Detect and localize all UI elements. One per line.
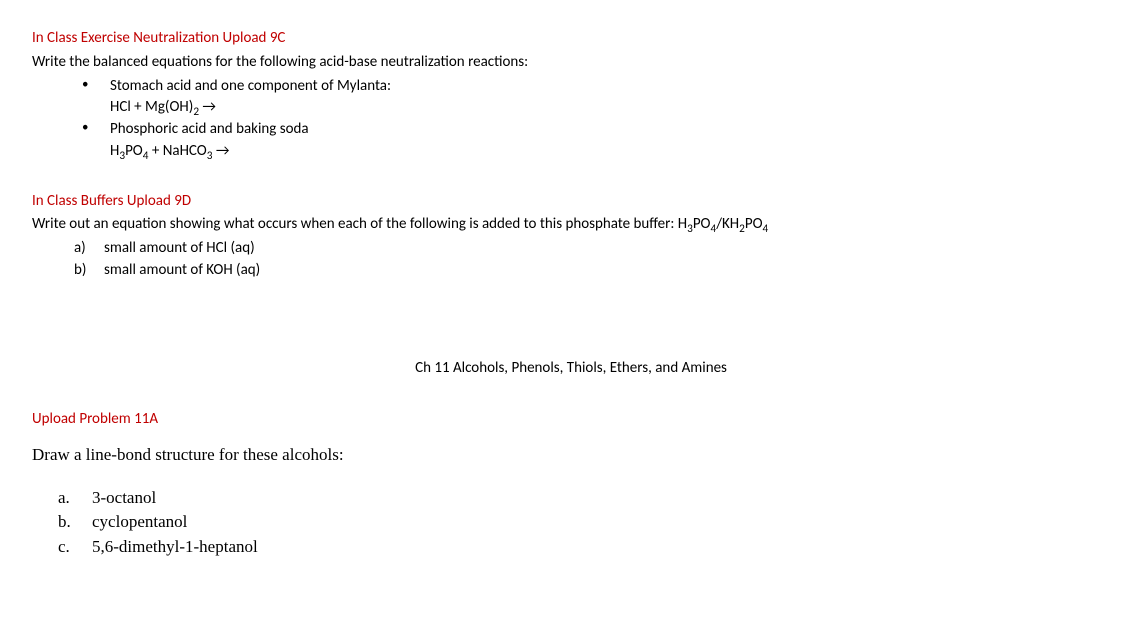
bullet-item: Phosphoric acid and baking soda H3PO4 + … xyxy=(82,119,1110,163)
list-text: small amount of KOH (aq) xyxy=(104,261,260,279)
list-item: a) small amount of HCl (aq) xyxy=(74,238,1110,260)
section-9c-intro: Write the balanced equations for the fol… xyxy=(32,52,1110,74)
list-item: c. 5,6-dimethyl-1-heptanol xyxy=(58,535,1110,560)
section-9d-heading: In Class Buffers Upload 9D xyxy=(32,191,1110,213)
list-item: b. cyclopentanol xyxy=(58,510,1110,535)
section-11a-intro: Draw a line-bond structure for these alc… xyxy=(32,443,1110,468)
list-item: b) small amount of KOH (aq) xyxy=(74,260,1110,282)
bullet-label: Phosphoric acid and baking soda xyxy=(110,120,309,138)
list-marker: b. xyxy=(58,510,71,535)
section-11a-heading: Upload Problem 11A xyxy=(32,409,1110,431)
list-marker: a) xyxy=(74,238,86,260)
list-text: 5,6-dimethyl-1-heptanol xyxy=(92,537,258,556)
list-text: small amount of HCl (aq) xyxy=(104,239,255,257)
bullet-item: Stomach acid and one component of Mylant… xyxy=(82,76,1110,120)
section-11a-list: a. 3-octanol b. cyclopentanol c. 5,6-dim… xyxy=(32,486,1110,560)
chapter-title: Ch 11 Alcohols, Phenols, Thiols, Ethers,… xyxy=(32,358,1110,380)
bullet-equation: HCl + Mg(OH)2 → xyxy=(110,97,1110,119)
section-9d-list: a) small amount of HCl (aq) b) small amo… xyxy=(32,238,1110,282)
list-marker: b) xyxy=(74,260,86,282)
section-9d-intro: Write out an equation showing what occur… xyxy=(32,214,1110,236)
bullet-equation: H3PO4 + NaHCO3 → xyxy=(110,141,1110,163)
section-9c-heading: In Class Exercise Neutralization Upload … xyxy=(32,28,1110,50)
list-text: cyclopentanol xyxy=(92,512,187,531)
list-marker: c. xyxy=(58,535,70,560)
list-text: 3-octanol xyxy=(92,488,156,507)
section-9c-bullets: Stomach acid and one component of Mylant… xyxy=(32,76,1110,163)
list-marker: a. xyxy=(58,486,70,511)
bullet-label: Stomach acid and one component of Mylant… xyxy=(110,77,391,95)
list-item: a. 3-octanol xyxy=(58,486,1110,511)
